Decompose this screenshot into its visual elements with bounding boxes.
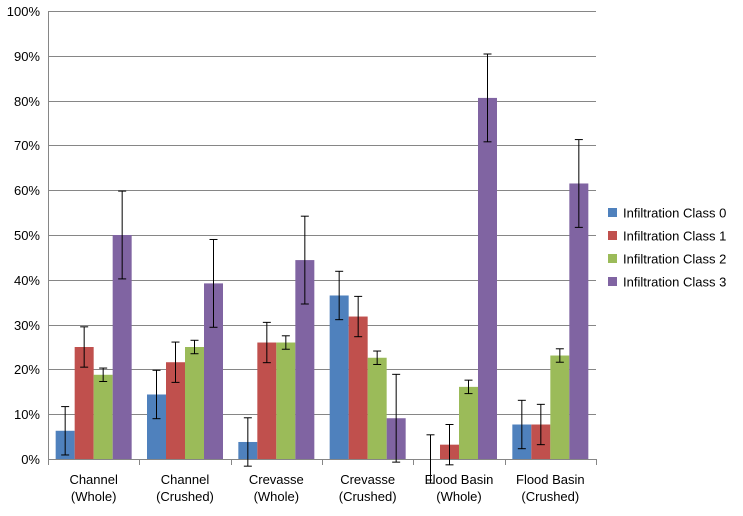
category-label-line2: (Crushed) xyxy=(156,489,214,504)
legend-label-class-2: Infiltration Class 2 xyxy=(623,252,726,267)
bar-class-0-cat-3 xyxy=(329,295,349,459)
category-label-line2: (Crushed) xyxy=(339,489,397,504)
category-label-line2: (Crushed) xyxy=(521,489,579,504)
y-tick-label: 20% xyxy=(14,362,40,377)
y-tick-label: 70% xyxy=(14,138,40,153)
bar-class-3-cat-5 xyxy=(569,183,589,460)
gridlines xyxy=(48,11,596,415)
bar-class-1-cat-3 xyxy=(348,316,368,459)
bar-class-1-cat-1 xyxy=(166,362,185,459)
y-tick-label: 50% xyxy=(14,228,40,243)
legend-swatch-class-3 xyxy=(608,277,617,286)
y-tick-labels: 0% 10% 20% 30% 40% 50% 60% 70% 80% 90% 100% xyxy=(7,4,41,467)
category-label-line1: Flood Basin xyxy=(425,472,494,487)
bar-class-3-cat-4 xyxy=(478,97,497,460)
y-tick-label: 60% xyxy=(14,183,40,198)
y-tick-label: 100% xyxy=(7,4,41,19)
bar-class-3-cat-1 xyxy=(204,283,223,459)
category-label-line2: (Whole) xyxy=(254,489,300,504)
category-label-line1: Crevasse xyxy=(340,472,395,487)
y-tick-label: 0% xyxy=(21,452,40,467)
bar-class-2-cat-5 xyxy=(550,355,570,459)
bar-class-1-cat-2 xyxy=(257,342,277,459)
error-bars xyxy=(61,53,583,484)
category-label-line1: Crevasse xyxy=(249,472,304,487)
y-tick-label: 80% xyxy=(14,94,40,109)
bar-class-3-cat-0 xyxy=(112,235,132,459)
bar-class-2-cat-0 xyxy=(93,374,113,459)
legend-label-class-0: Infiltration Class 0 xyxy=(623,206,726,221)
bar-class-2-cat-4 xyxy=(459,386,478,459)
category-label-line2: (Whole) xyxy=(71,489,117,504)
category-label-line1: Channel xyxy=(161,472,210,487)
y-tick-label: 10% xyxy=(14,407,40,422)
legend-swatch-class-1 xyxy=(608,231,617,240)
bar-class-3-cat-2 xyxy=(295,260,315,459)
category-label-line1: Channel xyxy=(69,472,118,487)
legend-label-class-3: Infiltration Class 3 xyxy=(623,275,726,290)
bar-class-1-cat-0 xyxy=(74,347,94,459)
y-tick-label: 90% xyxy=(14,49,40,64)
legend-swatch-class-2 xyxy=(608,254,617,263)
bars xyxy=(55,97,589,460)
category-labels: Channel (Whole) Channel (Crushed) Crevasse (W… xyxy=(69,472,584,504)
axes xyxy=(48,11,597,465)
bar-class-2-cat-1 xyxy=(185,347,204,459)
bar-class-2-cat-3 xyxy=(367,357,387,459)
category-label-line2: (Whole) xyxy=(436,489,482,504)
bar-class-0-cat-1 xyxy=(147,394,166,459)
y-tick-label: 30% xyxy=(14,318,40,333)
legend: Infiltration Class 0 Infiltration Class 1… xyxy=(608,206,726,290)
bar-class-2-cat-2 xyxy=(276,342,296,459)
y-tick-label: 40% xyxy=(14,273,40,288)
legend-label-class-1: Infiltration Class 1 xyxy=(623,229,726,244)
category-label-line1: Flood Basin xyxy=(516,472,585,487)
legend-swatch-class-0 xyxy=(608,208,617,217)
